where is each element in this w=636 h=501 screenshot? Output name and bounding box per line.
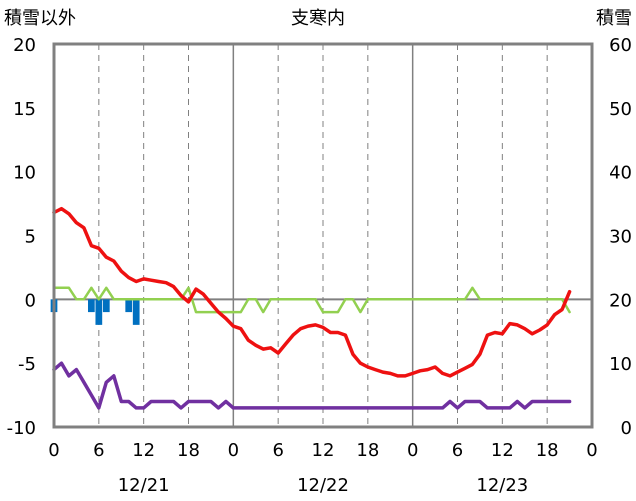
grid — [54, 44, 592, 427]
x-tick-label: 0 — [586, 440, 597, 461]
station-name: 支寒内 — [291, 8, 345, 29]
x-tick-label: 6 — [93, 440, 104, 461]
wind-speed-line — [52, 286, 571, 314]
precipitation-bars — [50, 299, 140, 325]
x-tick-label: 12 — [491, 440, 514, 461]
x-tick-label: 6 — [272, 440, 283, 461]
precipitation-bar — [132, 299, 140, 325]
right-tick-label: 50 — [609, 99, 632, 120]
precipitation-bar — [102, 299, 110, 313]
right-tick-label: 60 — [609, 35, 632, 56]
precipitation-bar — [125, 299, 133, 313]
x-tick-label: 18 — [536, 440, 559, 461]
right-axis-title: 積雪 — [596, 8, 632, 29]
precipitation-bar — [95, 299, 103, 325]
left-tick-label: 20 — [13, 35, 36, 56]
right-tick-label: 0 — [621, 418, 632, 439]
left-tick-label: -5 — [18, 354, 36, 375]
left-tick-label: 5 — [25, 227, 36, 248]
left-tick-label: 10 — [13, 163, 36, 184]
x-tick-label: 18 — [356, 440, 379, 461]
x-tick-label: 6 — [452, 440, 463, 461]
x-tick-label: 0 — [228, 440, 239, 461]
right-axis-ticks: 60 50 40 30 20 10 0 — [609, 35, 632, 439]
x-tick-label: 0 — [48, 440, 59, 461]
left-tick-label: 15 — [13, 99, 36, 120]
series-lines — [52, 206, 572, 410]
left-tick-label: 0 — [25, 290, 36, 311]
x-tick-label: 0 — [407, 440, 418, 461]
plot-frame — [52, 42, 594, 429]
right-tick-label: 40 — [609, 163, 632, 184]
x-tick-label: 18 — [177, 440, 200, 461]
left-axis-title: 積雪以外 — [4, 8, 76, 29]
right-tick-label: 20 — [609, 290, 632, 311]
date-label: 12/23 — [476, 475, 528, 496]
right-tick-label: 10 — [609, 354, 632, 375]
x-tick-label: 12 — [312, 440, 335, 461]
right-tick-label: 30 — [609, 227, 632, 248]
left-tick-label: -10 — [7, 418, 36, 439]
precipitation-bar — [87, 299, 95, 313]
x-axis-ticks: 0 6 12 18 0 6 12 18 0 6 12 18 0 — [48, 440, 597, 461]
date-label: 12/21 — [118, 475, 170, 496]
date-labels: 12/21 12/22 12/23 — [118, 475, 529, 496]
left-axis-ticks: 20 15 10 5 0 -5 -10 — [7, 35, 36, 439]
date-label: 12/22 — [297, 475, 349, 496]
x-tick-label: 12 — [132, 440, 155, 461]
snow-depth-line — [52, 361, 572, 410]
temperature-line — [52, 206, 572, 378]
